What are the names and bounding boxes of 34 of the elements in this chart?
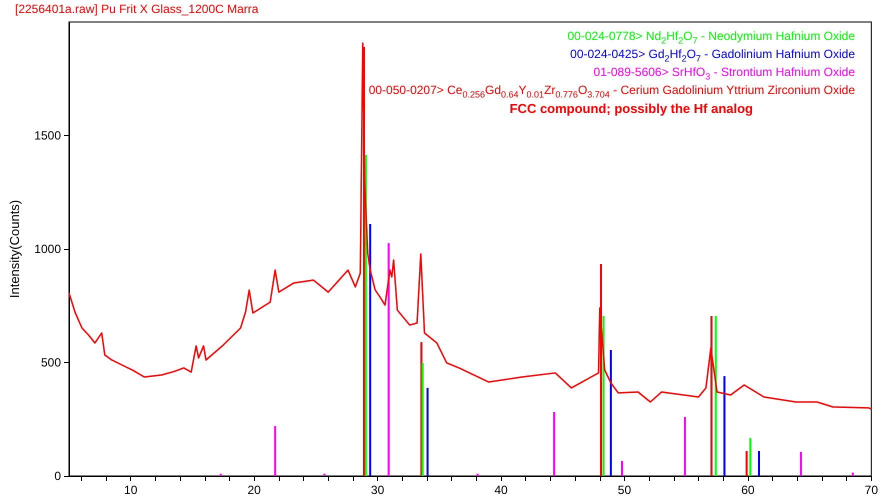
bar xyxy=(714,316,717,476)
y-axis-title: Intensity(Counts) xyxy=(7,200,22,298)
text: 00-024-0425> Gd$_{2}$Hf$_{2}$O$_{7}$ - Gadolinium Hafnium Oxide xyxy=(569,46,855,64)
bar xyxy=(852,472,854,476)
x-tick-label: 10 xyxy=(124,483,138,497)
text: 00-024-0778> Nd$_{2}$Hf$_{2}$O$_{7}$ - Neodymium Hafnium Oxide xyxy=(566,28,855,46)
y-tick-label: 500 xyxy=(40,356,62,370)
y-tick-label: 0 xyxy=(54,469,62,483)
bar xyxy=(684,416,686,476)
x-tick-label: 70 xyxy=(864,483,878,497)
bar xyxy=(369,224,372,476)
y-tick-label: 1000 xyxy=(34,242,62,256)
x-tick-label: 50 xyxy=(618,483,632,497)
bar xyxy=(388,243,390,476)
y-tick-label: 1500 xyxy=(34,128,62,142)
x-tick-label: 40 xyxy=(494,483,508,497)
chart-title: [2256401a.raw] Pu Frit X Glass_1200C Marra xyxy=(15,2,259,16)
bar xyxy=(758,451,760,476)
x-tick-label: 30 xyxy=(370,483,385,497)
bar xyxy=(610,350,612,476)
x-tick-label: 60 xyxy=(741,483,755,497)
bar xyxy=(723,376,726,476)
bar xyxy=(553,412,556,476)
bar xyxy=(426,388,429,476)
x-tick-label: 20 xyxy=(247,483,262,497)
bar xyxy=(746,451,748,476)
bar xyxy=(422,362,424,476)
text: 00-050-0207> Ce$_{0.256}$Gd$_{0.64}$Y$_{0.01}$Zr$_{0.776}$O$_{3.704}$ - Cerium Gadolinium Yttrium Zirconium Oxide xyxy=(368,83,855,100)
text: 01-089-5606> SrHfO$_{3}$ - Strontium Hafnium Oxide xyxy=(592,64,855,82)
annotation: FCC compound; possibly the Hf analog xyxy=(510,101,753,116)
bar xyxy=(800,452,802,476)
bar xyxy=(274,426,276,476)
bar xyxy=(620,461,623,476)
bar xyxy=(749,438,752,476)
